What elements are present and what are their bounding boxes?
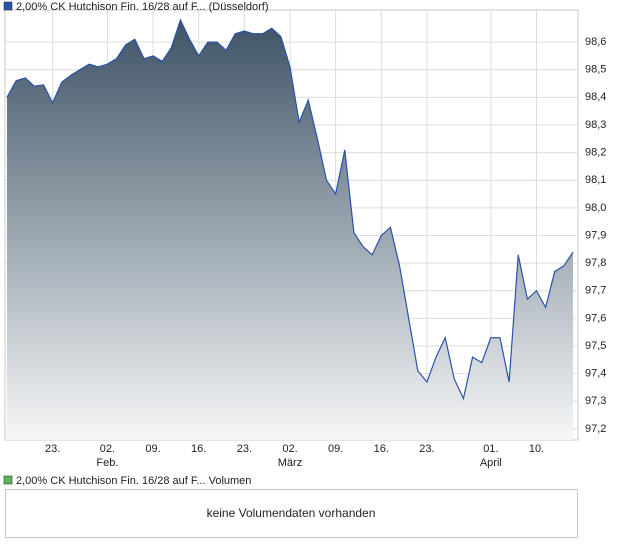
y-tick-label: 98,2: [585, 147, 606, 159]
x-tick-label: 02.: [100, 443, 115, 455]
y-tick-label: 97,4: [585, 368, 606, 380]
month-label: März: [278, 457, 302, 469]
x-tick-label: 16.: [374, 443, 389, 455]
y-tick-label: 97,8: [585, 257, 606, 269]
y-tick-label: 97,2: [585, 423, 606, 435]
y-tick-label: 97,5: [585, 340, 606, 352]
y-tick-label: 98,3: [585, 119, 606, 131]
x-tick-label: 09.: [145, 443, 160, 455]
volume-box: [5, 489, 578, 538]
x-tick-label: 09.: [328, 443, 343, 455]
area-fill: [7, 19, 573, 441]
month-label: April: [480, 457, 502, 469]
x-tick-label: 01.: [483, 443, 498, 455]
y-tick-label: 98,0: [585, 202, 606, 214]
y-tick-label: 97,3: [585, 395, 606, 407]
y-tick-label: 97,9: [585, 229, 606, 241]
month-label: Feb.: [96, 457, 118, 469]
y-tick-label: 98,5: [585, 64, 606, 76]
y-tick-label: 98,6: [585, 36, 606, 48]
line: [6, 18, 574, 401]
x-tick-label: 10.: [529, 443, 544, 455]
volume-legend-swatch: [3, 475, 13, 485]
legend-swatch: [3, 1, 13, 11]
x-tick-label: 23.: [45, 443, 60, 455]
x-tick-label: 16.: [191, 443, 206, 455]
y-tick-label: 97,6: [585, 312, 606, 324]
x-tick-label: 23.: [237, 443, 252, 455]
volume-message: keine Volumendaten vorhanden: [207, 506, 376, 520]
y-tick-label: 98,1: [585, 174, 606, 186]
x-tick-label: 23.: [419, 443, 434, 455]
volume-legend: 2,00% CK Hutchison Fin. 16/28 auf F... V…: [16, 475, 251, 487]
y-tick-label: 98,4: [585, 91, 606, 103]
y-tick-label: 97,7: [585, 285, 606, 297]
legend-label: 2,00% CK Hutchison Fin. 16/28 auf F... (…: [16, 1, 269, 13]
x-tick-label: 02.: [282, 443, 297, 455]
